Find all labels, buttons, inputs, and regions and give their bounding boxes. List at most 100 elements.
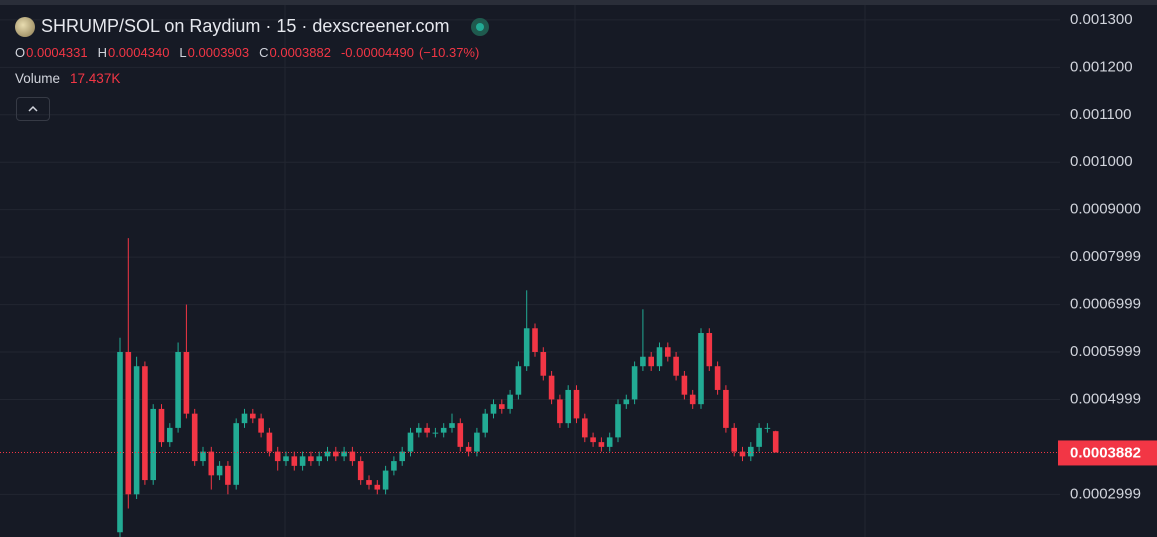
candle-body xyxy=(623,399,630,405)
candle-body xyxy=(490,404,497,414)
volume-legend: Volume 17.437K xyxy=(15,71,130,86)
last-price-label: 0.0003882 xyxy=(1070,444,1141,461)
collapse-button[interactable] xyxy=(16,97,50,121)
candle-body xyxy=(133,366,140,495)
candle-body xyxy=(714,366,721,390)
candle-body xyxy=(266,432,273,452)
candle-body xyxy=(615,404,621,438)
candle-body xyxy=(283,456,289,462)
candle-body xyxy=(590,437,596,443)
candle-body xyxy=(407,432,414,452)
candle-body xyxy=(416,427,422,433)
candle-body xyxy=(465,446,472,452)
legend-change: -0.00004490 xyxy=(340,45,414,60)
candle-body xyxy=(457,423,464,447)
candle-body xyxy=(631,366,638,400)
candle-body xyxy=(731,427,737,452)
candle-body xyxy=(158,408,165,443)
candle-body xyxy=(640,356,646,367)
candle-body xyxy=(424,427,430,433)
candle-body xyxy=(606,437,613,447)
y-tick-label: 0.0004999 xyxy=(1070,390,1141,407)
legend-value: 0.0004340 xyxy=(107,45,170,60)
y-tick-label: 0.001200 xyxy=(1070,58,1133,75)
candle-body xyxy=(772,431,779,453)
candle-body xyxy=(391,461,397,471)
candle-body xyxy=(299,456,306,466)
candle-body xyxy=(598,442,605,447)
candle-body xyxy=(548,375,555,400)
candle-body xyxy=(665,347,671,357)
candle-body xyxy=(706,333,713,367)
candle-body xyxy=(764,427,771,429)
legend-value: 0.0003903 xyxy=(187,45,250,60)
candle-body xyxy=(689,394,696,405)
legend-change-pct: (−10.37%) xyxy=(418,45,480,60)
candle-body xyxy=(291,456,298,466)
token-icon xyxy=(15,16,35,37)
candle-body xyxy=(200,451,206,462)
caret-icon xyxy=(28,105,38,112)
grid xyxy=(284,5,866,537)
candle-body xyxy=(673,356,679,376)
y-tick-label: 0.0007999 xyxy=(1070,248,1141,265)
candle-body xyxy=(739,451,746,457)
candle-body xyxy=(557,399,563,424)
last-price-box xyxy=(1058,440,1157,466)
volume-value: 17.437K xyxy=(70,71,121,86)
candle-body xyxy=(357,461,364,481)
candle-body xyxy=(432,432,439,434)
candle-body xyxy=(349,451,356,462)
candle-body xyxy=(565,389,571,424)
candle-body xyxy=(250,413,256,419)
candle-body xyxy=(582,418,588,438)
candle-body xyxy=(225,465,231,485)
candle-body xyxy=(175,351,181,428)
candle-body xyxy=(258,418,264,433)
legend-value: 0.0003882 xyxy=(269,45,331,60)
ohlc-legend: O 0.0004331 H 0.0004340 L 0.0003903 C 0.… xyxy=(15,45,489,60)
candle-body xyxy=(167,427,173,443)
candle-body xyxy=(507,394,513,409)
candle-body xyxy=(208,451,215,476)
candle-body xyxy=(142,366,148,481)
candle-body xyxy=(117,351,123,533)
candle-body xyxy=(474,432,480,452)
legend-key: H xyxy=(97,45,107,60)
candle-body xyxy=(241,413,248,424)
candle-body xyxy=(216,465,223,476)
candle-body xyxy=(366,480,372,485)
candle-body xyxy=(382,470,389,490)
candle-body xyxy=(191,413,198,462)
legend-key: O xyxy=(15,45,26,60)
candle-body xyxy=(274,451,281,462)
candle-body xyxy=(756,427,762,447)
candle-body xyxy=(482,413,488,433)
legend-key: L xyxy=(179,45,187,60)
candle-body xyxy=(316,456,322,462)
candle-body xyxy=(532,328,538,352)
candle-body xyxy=(723,389,729,428)
y-tick-label: 0.001000 xyxy=(1070,153,1133,170)
legend-value: 0.0004331 xyxy=(26,45,88,60)
y-tick-label: 0.0009000 xyxy=(1070,201,1141,218)
candle-body xyxy=(399,451,405,462)
candle-body xyxy=(324,451,331,457)
candle-body xyxy=(374,484,381,490)
candle-body xyxy=(183,351,190,414)
candle-body xyxy=(125,351,132,495)
candle-body xyxy=(656,347,663,367)
candle-body xyxy=(449,423,455,428)
candle-body xyxy=(748,446,754,457)
candle-body xyxy=(440,427,447,433)
status-dot xyxy=(471,17,490,36)
title: SHRUMP/SOL on Raydium · 15 · dexscreener… xyxy=(41,16,450,36)
y-tick-label: 0.0006999 xyxy=(1070,296,1141,313)
legend-key: C xyxy=(259,45,269,60)
candle-body xyxy=(308,456,314,462)
candle-body xyxy=(540,351,547,376)
y-tick-label: 0.0002999 xyxy=(1070,485,1141,502)
candle-body xyxy=(233,423,239,485)
